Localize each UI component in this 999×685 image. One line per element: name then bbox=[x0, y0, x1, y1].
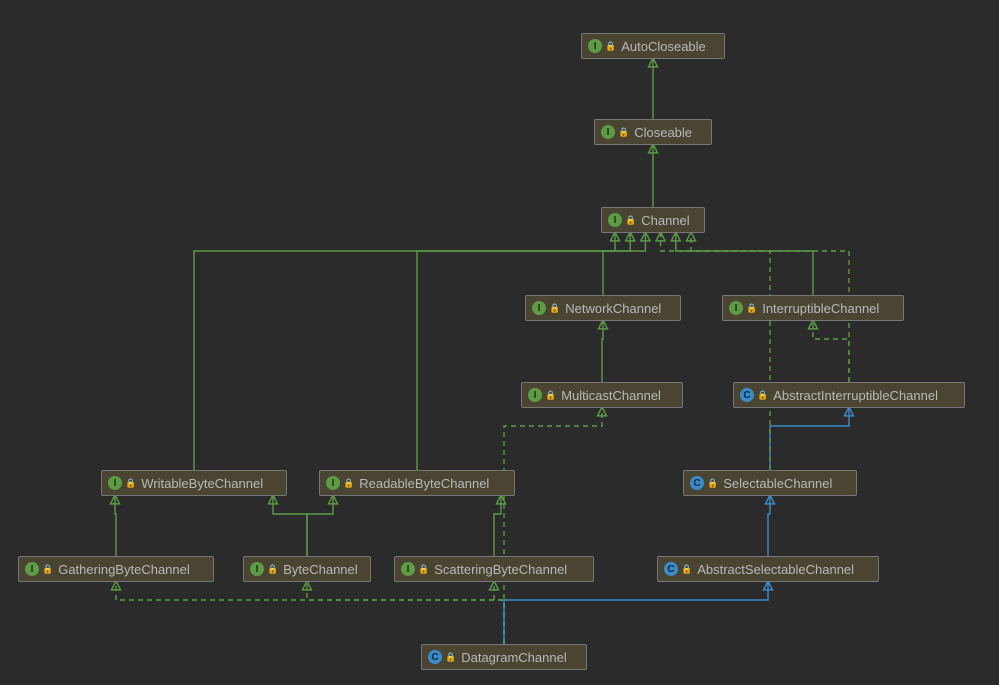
interface-icon bbox=[608, 213, 622, 227]
edges-layer bbox=[0, 0, 999, 685]
edge-datagramchannel-to-abstractselectablechannel bbox=[504, 582, 768, 644]
class-icon bbox=[664, 562, 678, 576]
lock-icon: 🔒 bbox=[125, 478, 136, 489]
class-icon bbox=[740, 388, 754, 402]
lock-icon: 🔒 bbox=[545, 390, 556, 401]
edge-datagramchannel-to-multicastchannel bbox=[504, 408, 602, 644]
node-label: WritableByteChannel bbox=[141, 476, 263, 491]
edge-bytechannel-to-readablebytechannel bbox=[307, 496, 333, 556]
node-label: GatheringByteChannel bbox=[58, 562, 190, 577]
interface-icon bbox=[601, 125, 615, 139]
node-label: AutoCloseable bbox=[621, 39, 706, 54]
interface-icon bbox=[250, 562, 264, 576]
node-scatteringbytechannel[interactable]: 🔒 ScatteringByteChannel bbox=[394, 556, 594, 582]
node-abstractselectablechannel[interactable]: 🔒 AbstractSelectableChannel bbox=[657, 556, 879, 582]
edge-networkchannel-to-channel bbox=[603, 233, 645, 295]
edge-datagramchannel-to-gatheringbytechannel bbox=[116, 582, 504, 644]
node-label: AbstractInterruptibleChannel bbox=[773, 388, 938, 403]
edge-datagramchannel-to-bytechannel bbox=[307, 582, 504, 644]
node-selectablechannel[interactable]: 🔒 SelectableChannel bbox=[683, 470, 857, 496]
edge-interruptiblechannel-to-channel bbox=[676, 233, 813, 295]
lock-icon: 🔒 bbox=[42, 564, 53, 575]
interface-icon bbox=[532, 301, 546, 315]
interface-icon bbox=[401, 562, 415, 576]
edge-selectablechannel-to-channel bbox=[661, 233, 770, 470]
node-label: InterruptibleChannel bbox=[762, 301, 879, 316]
edge-writablebytechannel-to-channel bbox=[194, 233, 615, 470]
node-label: ScatteringByteChannel bbox=[434, 562, 567, 577]
interface-icon bbox=[588, 39, 602, 53]
interface-icon bbox=[108, 476, 122, 490]
node-label: DatagramChannel bbox=[461, 650, 567, 665]
lock-icon: 🔒 bbox=[343, 478, 354, 489]
lock-icon: 🔒 bbox=[746, 303, 757, 314]
interface-icon bbox=[729, 301, 743, 315]
edge-abstractselectablechannel-to-selectablechannel bbox=[768, 496, 770, 556]
node-networkchannel[interactable]: 🔒 NetworkChannel bbox=[525, 295, 681, 321]
edge-scatteringbytechannel-to-readablebytechannel bbox=[494, 496, 501, 556]
lock-icon: 🔒 bbox=[418, 564, 429, 575]
node-datagramchannel[interactable]: 🔒 DatagramChannel bbox=[421, 644, 587, 670]
node-writablebytechannel[interactable]: 🔒 WritableByteChannel bbox=[101, 470, 287, 496]
node-autocloseable[interactable]: 🔒 AutoCloseable bbox=[581, 33, 725, 59]
node-closeable[interactable]: 🔒 Closeable bbox=[594, 119, 712, 145]
node-label: SelectableChannel bbox=[723, 476, 832, 491]
lock-icon: 🔒 bbox=[445, 652, 456, 663]
interface-icon bbox=[326, 476, 340, 490]
lock-icon: 🔒 bbox=[618, 127, 629, 138]
node-label: Closeable bbox=[634, 125, 692, 140]
node-label: NetworkChannel bbox=[565, 301, 661, 316]
node-interruptiblechannel[interactable]: 🔒 InterruptibleChannel bbox=[722, 295, 904, 321]
node-label: Channel bbox=[641, 213, 689, 228]
edge-gatheringbytechannel-to-writablebytechannel bbox=[115, 496, 116, 556]
node-bytechannel[interactable]: 🔒 ByteChannel bbox=[243, 556, 371, 582]
node-channel[interactable]: 🔒 Channel bbox=[601, 207, 705, 233]
edge-abstractinterruptiblechannel-to-interruptiblechannel bbox=[813, 321, 849, 382]
lock-icon: 🔒 bbox=[707, 478, 718, 489]
node-label: AbstractSelectableChannel bbox=[697, 562, 854, 577]
node-multicastchannel[interactable]: 🔒 MulticastChannel bbox=[521, 382, 683, 408]
class-icon bbox=[690, 476, 704, 490]
edge-readablebytechannel-to-channel bbox=[417, 233, 630, 470]
node-abstractinterruptiblechannel[interactable]: 🔒 AbstractInterruptibleChannel bbox=[733, 382, 965, 408]
node-label: ReadableByteChannel bbox=[359, 476, 489, 491]
interface-icon bbox=[25, 562, 39, 576]
lock-icon: 🔒 bbox=[625, 215, 636, 226]
lock-icon: 🔒 bbox=[757, 390, 768, 401]
edge-selectablechannel-to-abstractinterruptiblechannel bbox=[770, 408, 849, 470]
node-label: MulticastChannel bbox=[561, 388, 661, 403]
lock-icon: 🔒 bbox=[267, 564, 278, 575]
node-label: ByteChannel bbox=[283, 562, 357, 577]
node-gatheringbytechannel[interactable]: 🔒 GatheringByteChannel bbox=[18, 556, 214, 582]
edge-datagramchannel-to-scatteringbytechannel bbox=[494, 582, 504, 644]
edge-multicastchannel-to-networkchannel bbox=[602, 321, 603, 382]
edge-bytechannel-to-writablebytechannel bbox=[273, 496, 307, 556]
node-readablebytechannel[interactable]: 🔒 ReadableByteChannel bbox=[319, 470, 515, 496]
class-icon bbox=[428, 650, 442, 664]
interface-icon bbox=[528, 388, 542, 402]
lock-icon: 🔒 bbox=[549, 303, 560, 314]
lock-icon: 🔒 bbox=[681, 564, 692, 575]
lock-icon: 🔒 bbox=[605, 41, 616, 52]
diagram-canvas: 🔒 AutoCloseable 🔒 Closeable 🔒 Channel 🔒 Network… bbox=[0, 0, 999, 685]
